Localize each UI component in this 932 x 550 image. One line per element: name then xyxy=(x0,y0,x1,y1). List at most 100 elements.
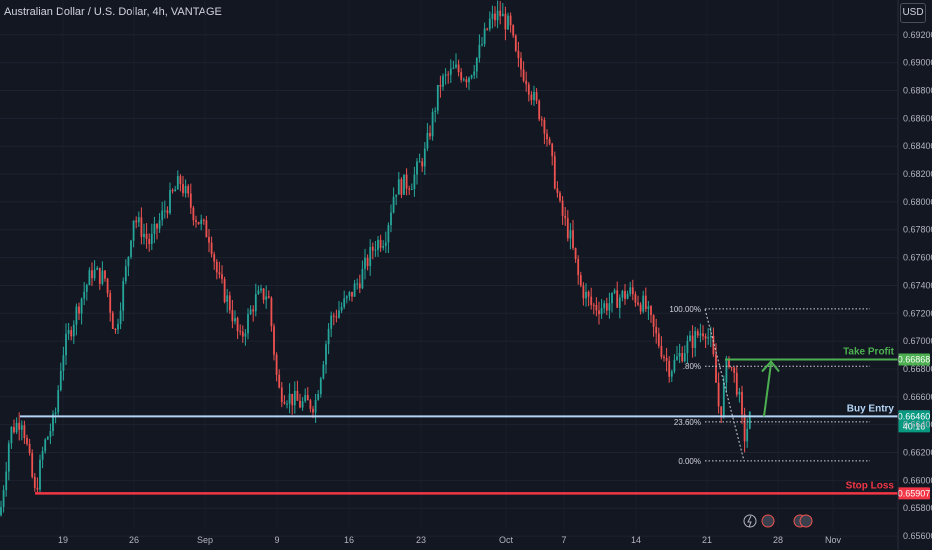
candle-body xyxy=(603,303,606,309)
candle-body xyxy=(644,295,647,310)
candle-body xyxy=(629,287,632,294)
take-profit-price-tag xyxy=(898,353,930,366)
candle-body xyxy=(730,366,733,368)
candle-body xyxy=(715,354,717,383)
candle-body xyxy=(148,238,151,245)
candle-body xyxy=(722,382,725,417)
candle-body xyxy=(460,72,463,80)
candle-body xyxy=(345,296,348,299)
lightning-icon[interactable] xyxy=(743,514,757,528)
candle-body xyxy=(187,186,190,194)
candle-body xyxy=(78,306,80,314)
candle-body xyxy=(694,331,697,348)
candle-body xyxy=(72,324,75,337)
candle-body xyxy=(616,290,619,308)
candle-body xyxy=(405,174,408,189)
currency-button[interactable]: USD xyxy=(900,3,926,23)
candle-body xyxy=(400,179,403,195)
candle-body xyxy=(239,331,242,333)
candle-body xyxy=(46,436,49,440)
candle-body xyxy=(738,391,741,395)
candle-body xyxy=(621,290,624,298)
candle-body xyxy=(184,186,187,194)
candle-body xyxy=(260,288,262,291)
candle-body xyxy=(210,242,213,255)
candle-body xyxy=(613,290,616,293)
candle-body xyxy=(145,233,148,239)
candle-body xyxy=(293,390,296,406)
candle-body xyxy=(397,179,400,195)
candle-body xyxy=(244,333,247,337)
candle-body xyxy=(743,414,746,442)
candle-body xyxy=(70,330,73,337)
chart-title: Australian Dollar / U.S. Dollar, 4h, VAN… xyxy=(4,6,222,18)
candle-body xyxy=(374,249,377,251)
candle-body xyxy=(426,132,429,149)
candle-body xyxy=(434,110,437,113)
candle-body xyxy=(267,296,270,298)
candle-body xyxy=(702,333,704,337)
candle-body xyxy=(574,247,577,260)
candle-body xyxy=(379,239,382,248)
candle-body xyxy=(83,291,86,299)
candle-body xyxy=(486,28,489,30)
candle-body xyxy=(299,400,301,408)
candle-body xyxy=(62,355,65,371)
candle-body xyxy=(364,257,366,269)
candle-body xyxy=(109,293,112,313)
candle-body xyxy=(10,426,13,444)
stop-loss-price-tag xyxy=(898,487,930,500)
candle-body xyxy=(257,290,260,294)
candle-body xyxy=(26,437,28,444)
candle-body xyxy=(595,305,598,311)
candle-body xyxy=(33,476,36,488)
candle-body xyxy=(676,356,678,360)
candle-body xyxy=(413,174,416,190)
candle-body xyxy=(494,13,496,21)
candle-body xyxy=(449,68,452,75)
fib-level-label: 0.00% xyxy=(678,457,701,466)
candle-body xyxy=(195,220,197,223)
candle-body xyxy=(366,257,369,267)
candle-body xyxy=(499,10,502,17)
candle-body xyxy=(75,306,78,325)
candle-body xyxy=(535,91,538,101)
current-price: 0.66460 xyxy=(898,411,931,421)
candle-body xyxy=(215,261,218,273)
candle-body xyxy=(540,119,543,121)
candle-body xyxy=(182,184,184,194)
candle-body xyxy=(642,295,645,312)
us-flag-icon[interactable] xyxy=(799,514,813,528)
candle-body xyxy=(470,75,473,78)
x-tick-label: Sep xyxy=(197,535,213,545)
candle-body xyxy=(150,233,153,245)
candle-body xyxy=(408,188,411,190)
candle-body xyxy=(566,218,569,239)
x-tick-label: 7 xyxy=(561,535,566,545)
candle-body xyxy=(5,471,8,491)
candle-body xyxy=(561,200,564,216)
candle-body xyxy=(455,64,457,68)
candle-body xyxy=(600,308,603,315)
candle-body xyxy=(254,293,257,312)
candle-body xyxy=(296,390,299,401)
candle-body xyxy=(673,359,676,372)
candle-body xyxy=(361,268,364,289)
take-profit-price: 0.66868 xyxy=(898,355,931,365)
us-flag-icon[interactable] xyxy=(761,514,775,528)
candle-body xyxy=(265,296,268,300)
x-tick-label: 26 xyxy=(129,535,139,545)
candle-body xyxy=(686,340,689,354)
candle-body xyxy=(707,337,710,339)
x-tick-label: 9 xyxy=(274,535,279,545)
candle-body xyxy=(717,382,720,407)
stop-loss-label: Stop Loss xyxy=(846,480,895,491)
candle-body xyxy=(618,297,621,308)
